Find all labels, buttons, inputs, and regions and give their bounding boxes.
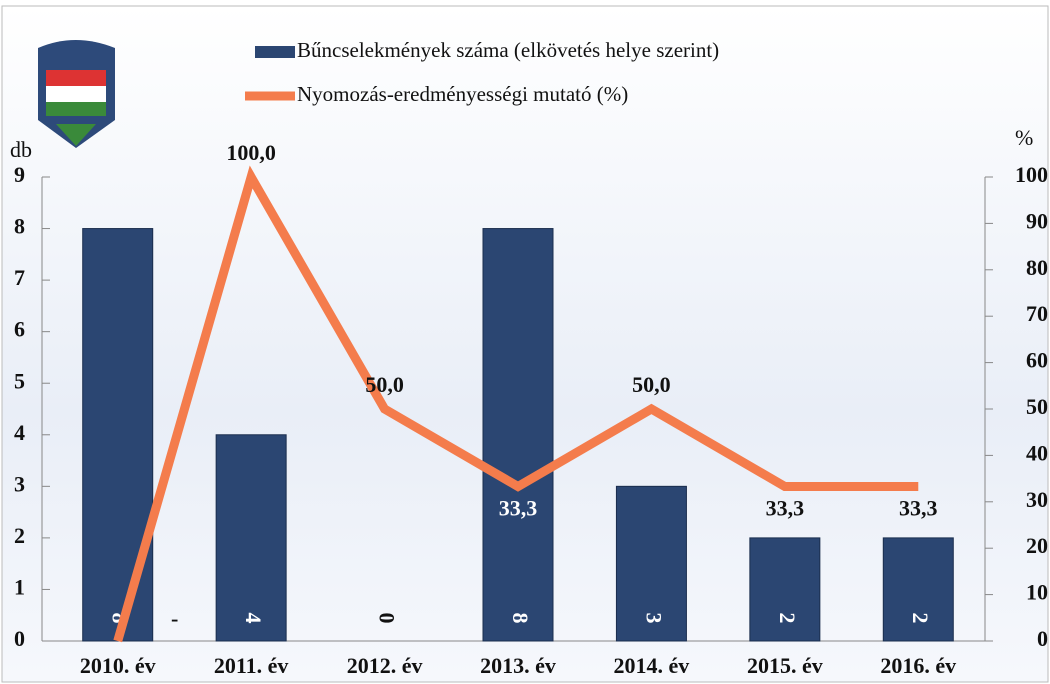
y2-tick-label: 100 [1015,162,1048,187]
bar-value-label: 4 [241,613,266,624]
line-value-label: 50,0 [632,372,671,397]
x-tick-label: 2010. év [80,653,156,678]
y-axis-title: db [10,137,32,162]
line-value-label: 100,0 [226,140,276,165]
y2-tick-label: 80 [1026,255,1048,280]
bar [883,538,953,641]
legend-label: Bűncselekmények száma (elkövetés helye s… [297,38,719,62]
y-tick-label: 1 [14,574,25,599]
bar-value-label: 2 [775,613,800,624]
bar-value-label: 2 [908,613,933,624]
x-tick-label: 2012. év [347,653,423,678]
bar [750,538,820,641]
y2-tick-label: 60 [1026,348,1048,373]
x-tick-label: 2015. év [747,653,823,678]
y2-tick-label: 40 [1026,440,1048,465]
line-value-label: - [171,606,178,631]
y2-tick-label: 50 [1026,394,1048,419]
y-tick-label: 8 [14,214,25,239]
bar [483,229,553,641]
line-value-label: 50,0 [365,372,404,397]
y-tick-label: 5 [14,368,25,393]
y2-tick-label: 90 [1026,208,1048,233]
bar-value-label: 8 [508,613,533,624]
bar [216,435,286,641]
y2-tick-label: 20 [1026,533,1048,558]
line-value-label: 33,3 [766,496,805,521]
y2-tick-label: 30 [1026,487,1048,512]
page: db%012345678901020304050607080901002010.… [0,0,1050,684]
line-value-label: 33,3 [899,496,938,521]
y2-tick-label: 70 [1026,301,1048,326]
legend-label: Nyomozás-eredményességi mutató (%) [297,82,628,106]
y-tick-label: 7 [14,265,25,290]
x-tick-label: 2011. év [214,653,289,678]
y-tick-label: 6 [14,317,25,342]
x-tick-label: 2016. év [880,653,956,678]
bar-value-label: 0 [375,613,400,624]
x-tick-label: 2014. év [614,653,690,678]
y-tick-label: 9 [14,162,25,187]
line-value-label: 33,3 [499,496,538,521]
legend-swatch [255,46,295,58]
x-tick-label: 2013. év [480,653,556,678]
y-tick-label: 4 [14,420,25,445]
y2-tick-label: 10 [1026,580,1048,605]
y2-tick-label: 0 [1037,626,1048,651]
chart: db%012345678901020304050607080901002010.… [0,0,1050,684]
y-tick-label: 3 [14,471,25,496]
bar [83,229,153,641]
y-tick-label: 0 [14,626,25,651]
y-tick-label: 2 [14,523,25,548]
y2-axis-title: % [1015,125,1033,150]
bar-value-label: 3 [641,613,666,624]
